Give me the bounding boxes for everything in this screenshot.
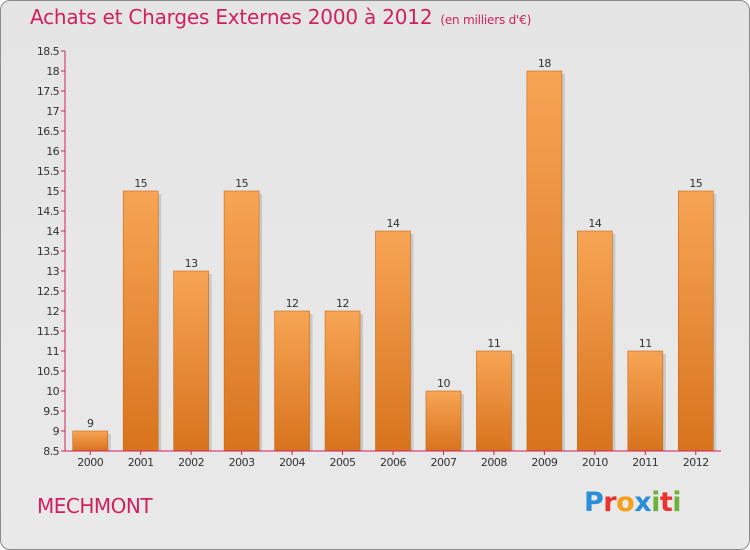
logo-letter: i <box>651 487 660 518</box>
bar-2010 <box>577 230 613 452</box>
y-tick-label: 9.5 <box>43 405 59 418</box>
y-tick-label: 14.5 <box>37 205 60 218</box>
y-tick-label: 10 <box>46 385 59 398</box>
y-tick-label: 10.5 <box>37 365 60 378</box>
y-tick-label: 15 <box>46 185 59 198</box>
logo-letter: P <box>584 487 604 518</box>
x-tick-label: 2006 <box>380 456 406 469</box>
bar-value-label: 15 <box>235 177 248 190</box>
bar-value-label: 14 <box>387 217 400 230</box>
title-unit: (en milliers d'€) <box>440 13 532 27</box>
chart-title: Achats et Charges Externes 2000 à 2012 (e… <box>30 5 531 29</box>
bars: 9 15 13 15 12 12 14 10 11 18 14 11 15 <box>72 57 717 452</box>
y-tick-label: 18 <box>46 65 59 78</box>
bar-2006 <box>375 230 411 452</box>
commune-name: MECHMONT <box>37 494 153 518</box>
logo-letter: x <box>634 487 652 518</box>
x-tick-label: 2004 <box>279 456 305 469</box>
bar-value-label: 15 <box>134 177 147 190</box>
bar-value-label: 15 <box>689 177 702 190</box>
logo-letter: r <box>603 487 617 518</box>
y-tick-label: 18.5 <box>37 45 60 58</box>
logo-letter: i <box>672 487 682 518</box>
bar-2004 <box>274 310 310 452</box>
x-tick-label: 2011 <box>632 456 658 469</box>
x-axis: 2000 2001 2002 2003 2004 2005 2006 2007 2008 2009… <box>65 450 721 469</box>
y-axis: 8.5 9 9.5 10 10.5 11 11.5 12 12.5 13 13.5 14 14.5 15 1… <box>37 45 66 458</box>
bar-2009 <box>526 70 563 452</box>
y-tick-label: 11 <box>46 345 59 358</box>
bar-value-label: 10 <box>437 377 450 390</box>
bar-2000 <box>72 430 109 452</box>
bar-2011 <box>627 350 664 452</box>
x-tick-label: 2007 <box>430 456 456 469</box>
y-tick-label: 12.5 <box>37 285 60 298</box>
x-tick-label: 2010 <box>582 456 608 469</box>
y-tick-label: 11.5 <box>37 325 60 338</box>
y-tick-label: 17 <box>46 105 59 118</box>
bar-2008 <box>476 350 512 452</box>
title-text: Achats et Charges Externes 2000 à 2012 <box>30 5 433 29</box>
bar-value-label: 18 <box>538 57 551 70</box>
bar-2001 <box>122 190 159 452</box>
x-tick-label: 2003 <box>229 456 255 469</box>
y-tick-label: 9 <box>53 425 60 438</box>
bar-value-label: 12 <box>286 297 299 310</box>
x-tick-label: 2001 <box>128 456 154 469</box>
bar-value-label: 11 <box>487 337 500 350</box>
bar-value-label: 11 <box>639 337 652 350</box>
y-tick-label: 16.5 <box>37 125 60 138</box>
proxiti-logo[interactable]: Proxiti <box>584 487 682 518</box>
y-tick-label: 12 <box>46 305 59 318</box>
bar-2002 <box>173 270 209 452</box>
bar-2007 <box>425 390 462 452</box>
bar-value-label: 13 <box>185 257 198 270</box>
logo-letter: o <box>616 487 635 518</box>
y-tick-label: 8.5 <box>43 445 59 458</box>
x-tick-label: 2009 <box>531 456 557 469</box>
y-tick-label: 13 <box>46 265 59 278</box>
bar-value-label: 9 <box>87 417 94 430</box>
x-tick-label: 2012 <box>683 456 709 469</box>
logo-letter: t <box>659 487 673 518</box>
bar-2003 <box>223 190 260 452</box>
y-tick-label: 17.5 <box>37 85 60 98</box>
bar-2005 <box>324 310 361 452</box>
y-tick-label: 14 <box>46 225 59 238</box>
y-tick-label: 15.5 <box>37 165 60 178</box>
x-tick-label: 2002 <box>178 456 204 469</box>
bar-value-label: 14 <box>588 217 601 230</box>
bar-value-label: 12 <box>336 297 349 310</box>
x-tick-label: 2005 <box>330 456 356 469</box>
y-tick-label: 13.5 <box>37 245 60 258</box>
x-tick-label: 2008 <box>481 456 507 469</box>
x-tick-label: 2000 <box>77 456 103 469</box>
y-tick-label: 16 <box>46 145 59 158</box>
bar-2012 <box>677 190 714 452</box>
